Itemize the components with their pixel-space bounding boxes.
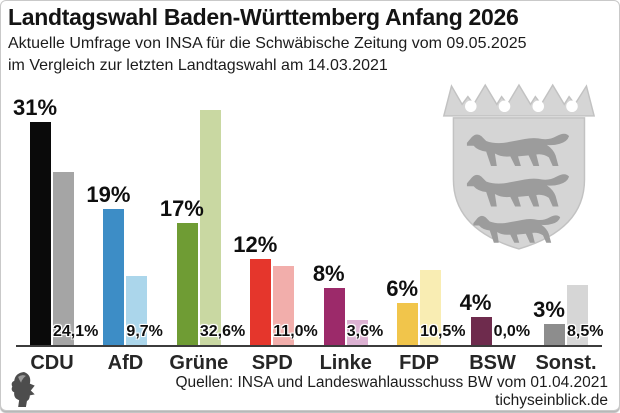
previous-result-bar	[199, 110, 221, 346]
current-poll-value-label: 17%	[159, 196, 204, 222]
x-axis-line	[16, 345, 602, 347]
party-label: AfD	[107, 352, 144, 374]
website-text: tichyseinblick.de	[495, 392, 608, 409]
previous-result-value-label: 10,5%	[420, 323, 466, 340]
current-poll-value-label: 19%	[86, 181, 131, 207]
previous-result-value-label: 11,0%	[273, 323, 318, 340]
previous-result-bar	[420, 270, 442, 346]
current-poll-bar	[323, 288, 345, 346]
previous-result-value-label: 9,7%	[126, 323, 163, 340]
current-poll-bar	[544, 324, 565, 346]
current-poll-value-label: 8%	[312, 261, 345, 287]
current-poll-bar	[103, 208, 125, 346]
previous-result-bar	[346, 319, 368, 346]
previous-result-bar	[53, 171, 74, 346]
previous-result-bar	[273, 266, 295, 346]
current-poll-bar	[397, 302, 419, 346]
party-label: Linke	[319, 352, 372, 374]
party-label: FDP	[399, 352, 440, 374]
party-label: CDU	[30, 352, 74, 374]
subtitle-line-2: im Vergleich zur letzten Landtagswahl am…	[8, 57, 388, 74]
tichyseinblick-head-logo-icon	[11, 371, 35, 408]
current-poll-value-label: 3%	[533, 297, 565, 323]
previous-result-value-label: 24,1%	[53, 323, 99, 340]
previous-result-bar	[126, 275, 148, 346]
current-poll-value-label: 4%	[459, 290, 492, 316]
crown-icon	[442, 83, 596, 117]
current-poll-bar	[250, 259, 272, 346]
previous-result-bar	[567, 284, 588, 346]
party-label: BSW	[469, 352, 516, 374]
subtitle: Aktuelle Umfrage von INSA für die Schwäb…	[8, 33, 527, 77]
previous-result-value-label: 0,0%	[493, 323, 531, 340]
subtitle-line-1: Aktuelle Umfrage von INSA für die Schwäb…	[8, 35, 527, 52]
current-poll-bar	[30, 121, 51, 346]
sources-text: Quellen: INSA und Landeswahlausschuss BW…	[175, 374, 608, 391]
party-label: Grüne	[169, 352, 229, 374]
previous-result-value-label: 8,5%	[567, 323, 604, 340]
current-poll-bar	[470, 317, 492, 346]
current-poll-value-label: 12%	[233, 232, 278, 258]
current-poll-value-label: 6%	[386, 275, 419, 301]
previous-result-value-label: 32,6%	[199, 323, 246, 340]
page-title: Landtagswahl Baden-Württemberg Anfang 20…	[8, 4, 519, 30]
party-label: SPD	[251, 352, 293, 374]
current-poll-bar	[176, 223, 198, 346]
party-label: Sonst.	[535, 352, 597, 374]
previous-result-value-label: 3,6%	[346, 323, 384, 340]
current-poll-value-label: 31%	[12, 94, 58, 120]
baden-wuerttemberg-coat-of-arms-image	[442, 83, 596, 250]
